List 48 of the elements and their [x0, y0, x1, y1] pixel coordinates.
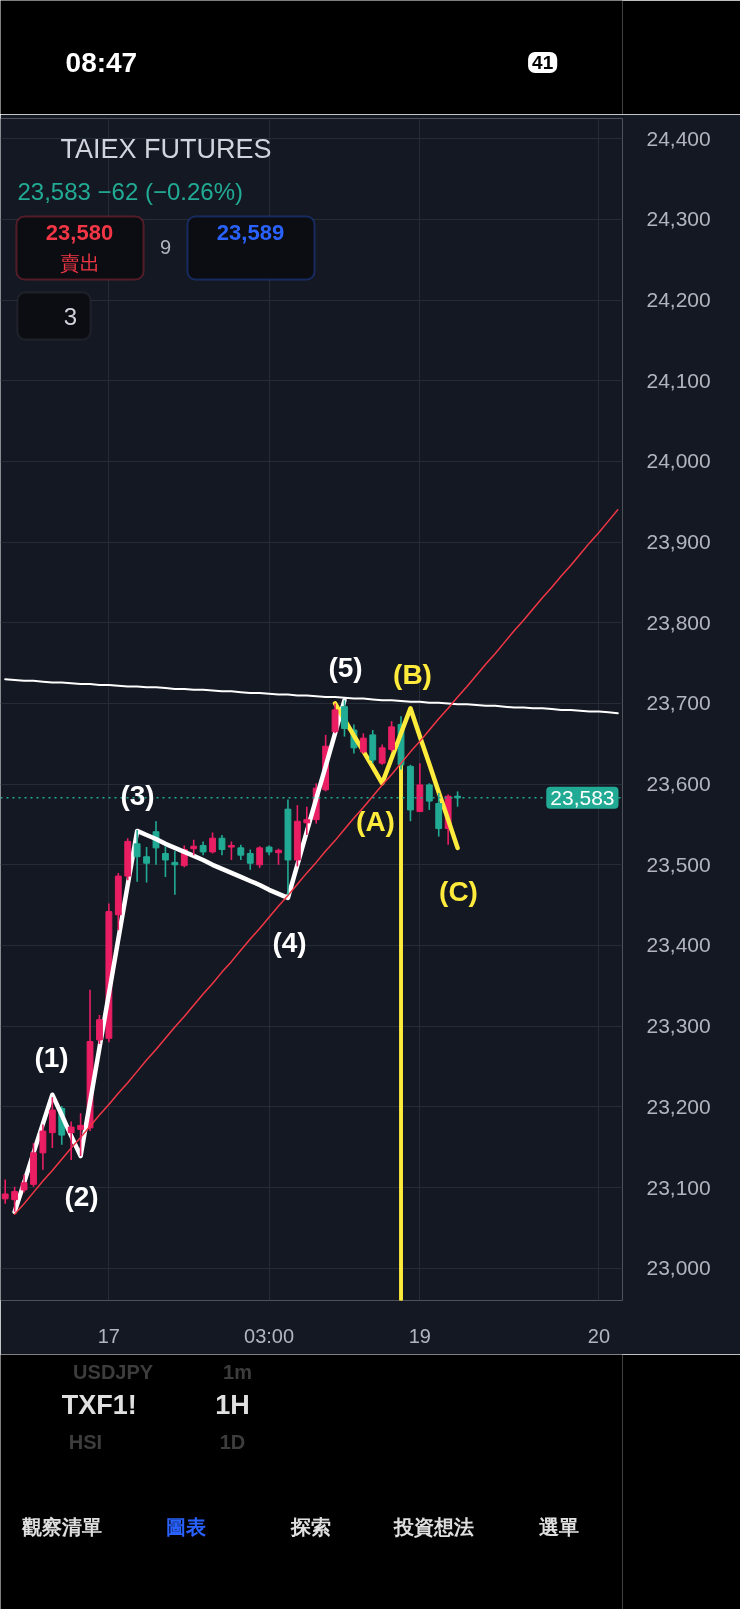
y-tick-label: 23,700 — [646, 691, 711, 715]
x-tick-label: 17 — [97, 1324, 121, 1347]
annotation: (4) — [272, 927, 307, 958]
annotation: 賣出 — [59, 251, 100, 274]
y-tick-label: 24,000 — [646, 449, 711, 473]
y-tick-label: 23,400 — [646, 933, 711, 957]
annotation: (C) — [439, 876, 478, 907]
text: TXF1! — [61, 1389, 137, 1420]
text: 選單 — [538, 1515, 579, 1538]
text: 圖表 — [166, 1515, 207, 1538]
annotation: (2) — [64, 1181, 99, 1212]
annotation: 9 — [159, 235, 172, 258]
x-tick-label: 03:00 — [244, 1324, 295, 1347]
y-tick-label: 23,200 — [646, 1094, 711, 1118]
y-tick-label: 23,600 — [646, 772, 711, 796]
annotation: 3 — [63, 303, 78, 330]
annotation: 23,589 — [216, 220, 285, 245]
annotation: (5) — [328, 652, 363, 683]
y-tick-label: 23,500 — [646, 852, 711, 876]
annotation: (A) — [356, 806, 395, 837]
text: HSI — [68, 1430, 103, 1453]
annotation: (3) — [120, 780, 155, 811]
text: 23,583 −62 (−0.26%) — [17, 178, 244, 205]
y-tick-label: 24,200 — [646, 288, 711, 312]
text: 41 — [532, 52, 554, 73]
annotation: (1) — [34, 1042, 69, 1073]
annotation: (B) — [393, 659, 432, 690]
text: 探索 — [289, 1515, 331, 1538]
y-tick-label: 23,300 — [646, 1014, 711, 1038]
annotation: 23,580 — [45, 220, 114, 245]
text: 08:47 — [65, 47, 138, 78]
text: TAIEX FUTURES — [60, 133, 272, 164]
y-tick-label: 24,100 — [646, 368, 711, 392]
text: 1H — [215, 1389, 250, 1420]
text: 觀察清單 — [20, 1515, 102, 1538]
y-tick-label: 23,100 — [646, 1175, 711, 1199]
x-tick-label: 19 — [408, 1324, 432, 1347]
text: 投資想法 — [393, 1515, 475, 1538]
text: 1D — [219, 1430, 246, 1453]
y-tick-label: 24,300 — [646, 207, 711, 231]
ref-line-label: 23,583 — [550, 785, 615, 809]
text: 1m — [223, 1360, 252, 1383]
text: USDJPY — [73, 1360, 154, 1383]
y-tick-label: 23,900 — [646, 530, 711, 554]
y-tick-label: 23,000 — [646, 1256, 711, 1280]
y-tick-label: 24,400 — [646, 126, 711, 150]
x-tick-label: 20 — [587, 1324, 611, 1347]
y-tick-label: 23,800 — [646, 610, 711, 634]
